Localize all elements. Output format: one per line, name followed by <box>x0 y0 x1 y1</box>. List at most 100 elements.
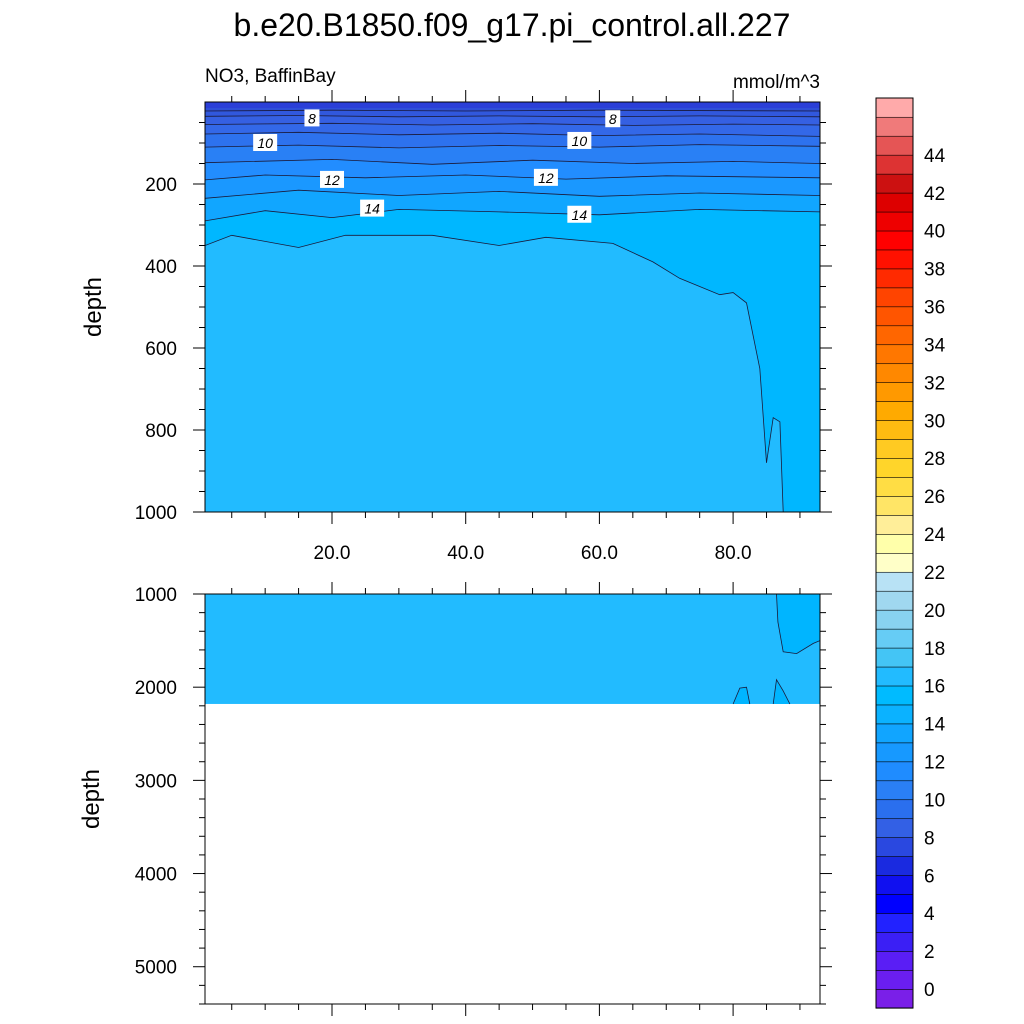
colorbar-cell <box>875 704 914 725</box>
x-tick-label: 40.0 <box>447 543 484 564</box>
upper-fill-band-15 <box>205 235 784 512</box>
colorbar-cell <box>875 912 914 933</box>
colorbar-label: 40 <box>924 222 945 243</box>
contour-label-box <box>567 205 592 223</box>
colorbar-cell <box>875 647 914 668</box>
contour-label-text: 14 <box>364 201 380 217</box>
colorbar-cell <box>875 799 914 820</box>
colorbar-cell <box>875 401 914 421</box>
lower-panel-fills <box>205 594 820 705</box>
contour-label-text: 8 <box>308 110 316 126</box>
colorbar-label: 2 <box>924 942 935 963</box>
colorbar-cell <box>875 552 914 573</box>
colorbar-label: 12 <box>924 753 945 774</box>
colorbar-label: 28 <box>924 449 945 470</box>
contour-line-12 <box>205 174 820 181</box>
contour-line-6 <box>205 109 820 112</box>
contour-label-box <box>320 170 345 188</box>
colorbar-cell <box>875 950 914 971</box>
colorbar-cell <box>875 874 914 895</box>
colorbar-cell <box>875 837 914 857</box>
colorbar-cell <box>875 192 914 213</box>
colorbar: 0246810121416182022242628303234363840424… <box>875 97 946 1009</box>
contour-label-text: 12 <box>324 172 340 188</box>
contour-label: 12 <box>533 168 558 186</box>
colorbar-cell <box>875 268 914 289</box>
colorbar-cell <box>875 363 914 383</box>
contour-label-box <box>304 109 320 127</box>
colorbar-cell <box>875 590 914 611</box>
colorbar-label: 16 <box>924 677 945 698</box>
colorbar-label: 8 <box>924 828 935 849</box>
colorbar-cell <box>875 685 914 706</box>
y-tick-label: 4000 <box>135 865 177 886</box>
contour-line-15 <box>205 234 784 512</box>
y-tick-label: 400 <box>145 257 177 278</box>
y-tick-label: 1000 <box>135 585 177 606</box>
upper-panel-contour-lines <box>205 109 820 512</box>
colorbar-cell <box>875 287 914 308</box>
colorbar-cell <box>875 382 914 402</box>
y-tick-label: 2000 <box>135 678 177 699</box>
contour-label-box <box>533 168 558 186</box>
colorbar-cell <box>875 969 914 990</box>
contour-label: 10 <box>253 134 278 151</box>
contour-line-14 <box>205 208 820 222</box>
contour-label-text: 12 <box>538 170 554 186</box>
lower-contour-bump <box>732 686 751 705</box>
y-tick-label: 5000 <box>135 958 177 979</box>
upper-panel-contour-labels: 8 8 10 10 12 12 14 14 <box>253 109 621 223</box>
colorbar-cell <box>875 154 914 175</box>
colorbar-label: 4 <box>924 904 935 925</box>
colorbar-cell <box>875 742 914 763</box>
x-tick-label: 80.0 <box>715 543 752 564</box>
colorbar-label: 38 <box>924 260 945 281</box>
colorbar-label: 10 <box>924 791 945 812</box>
contour-line-13 <box>205 189 820 199</box>
x-tick-label: 60.0 <box>581 543 618 564</box>
contour-line-8 <box>205 122 820 126</box>
upper-panel: 8 8 10 10 12 12 14 14 200 400 600 800 1000 20.0 40.0 6… <box>80 90 832 564</box>
y-tick-label: 1000 <box>135 503 177 524</box>
contour-label-box <box>605 110 621 128</box>
contour-label-text: 10 <box>572 133 588 149</box>
contour-label-box <box>567 131 592 149</box>
colorbar-label: 30 <box>924 411 945 432</box>
contour-line-10 <box>205 144 820 149</box>
colorbar-cell <box>875 457 914 478</box>
lower-fill-region <box>776 594 820 655</box>
contour-label: 8 <box>304 109 320 127</box>
colorbar-cell <box>875 723 914 744</box>
contour-label-text: 8 <box>609 111 617 127</box>
colorbar-cell <box>875 628 914 649</box>
contour-label: 14 <box>567 205 592 223</box>
colorbar-cell <box>875 344 914 365</box>
lower-contour-bump <box>772 678 791 705</box>
contour-line-9 <box>205 131 820 137</box>
colorbar-cell <box>875 249 914 270</box>
colorbar-cell <box>875 476 914 497</box>
contour-label: 12 <box>320 170 345 188</box>
colorbar-cell <box>875 97 914 118</box>
upper-panel-fills <box>205 102 820 512</box>
lower-fill-main <box>205 594 820 704</box>
subtitle-left: NO3, BaffinBay <box>205 66 336 87</box>
colorbar-label: 32 <box>924 373 945 394</box>
colorbar-cell <box>875 514 914 535</box>
contour-label-box <box>360 199 385 217</box>
contour-label-text: 14 <box>572 207 588 223</box>
colorbar-cell <box>875 761 914 782</box>
lower-panel-ticks: 1000 2000 3000 4000 5000 <box>135 582 832 1016</box>
colorbar-cell <box>875 135 914 156</box>
colorbar-cell <box>875 931 914 952</box>
colorbar-cell <box>875 571 914 592</box>
upper-panel-ticks: 200 400 600 800 1000 20.0 40.0 60.0 80.0 <box>135 90 832 564</box>
colorbar-cell <box>875 780 914 801</box>
colorbar-cell <box>875 856 914 876</box>
colorbar-label: 42 <box>924 184 945 205</box>
colorbar-label: 14 <box>924 715 946 736</box>
upper-fill-surface <box>205 102 820 108</box>
colorbar-label: 6 <box>924 866 935 887</box>
contour-label: 10 <box>567 131 592 149</box>
